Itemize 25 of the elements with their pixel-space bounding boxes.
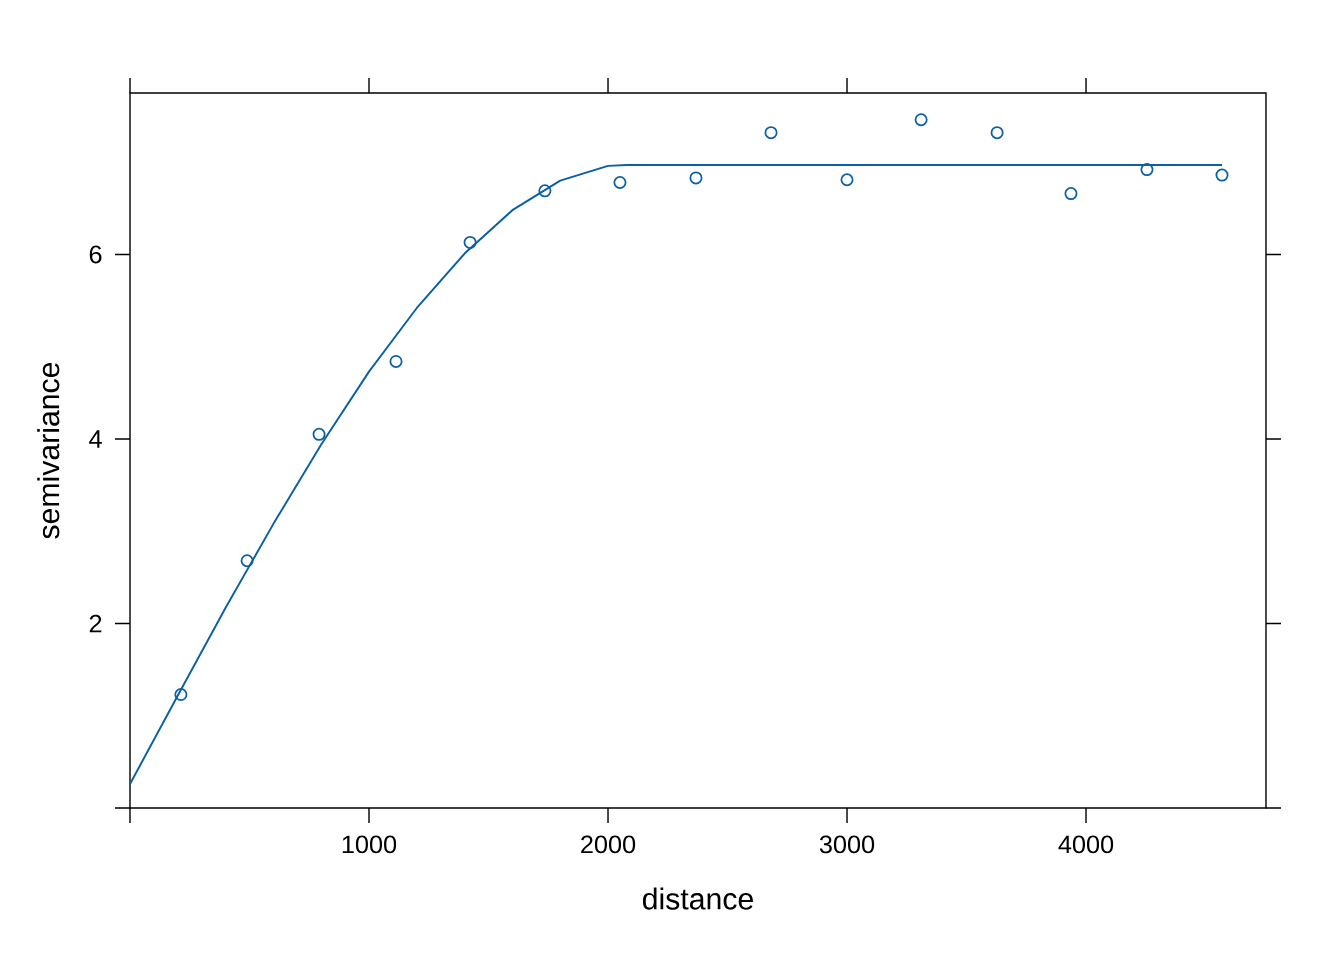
point <box>174 688 188 702</box>
point <box>1064 187 1078 201</box>
point <box>613 175 627 190</box>
y-tick-label: 2 <box>89 614 102 633</box>
x-tick-label: 3000 <box>819 835 875 854</box>
x-tick-label: 4000 <box>1058 835 1114 854</box>
point <box>1215 168 1229 182</box>
point <box>463 235 477 249</box>
line-series <box>130 164 1223 785</box>
y-tick-label: 4 <box>89 430 102 448</box>
y-tick-label: 6 <box>89 245 102 264</box>
point <box>312 427 326 441</box>
x-tick-label: 2000 <box>581 835 636 854</box>
point <box>538 184 552 198</box>
point <box>764 126 778 140</box>
point <box>840 173 854 187</box>
x-axis-title: distance <box>642 887 753 910</box>
point <box>689 171 703 185</box>
point <box>914 113 928 127</box>
point <box>240 554 254 568</box>
point <box>389 354 403 368</box>
x-tick-label: 1000 <box>342 835 397 854</box>
point <box>1140 163 1154 177</box>
y-axis-title: semivariance <box>37 362 60 539</box>
point <box>990 126 1004 140</box>
